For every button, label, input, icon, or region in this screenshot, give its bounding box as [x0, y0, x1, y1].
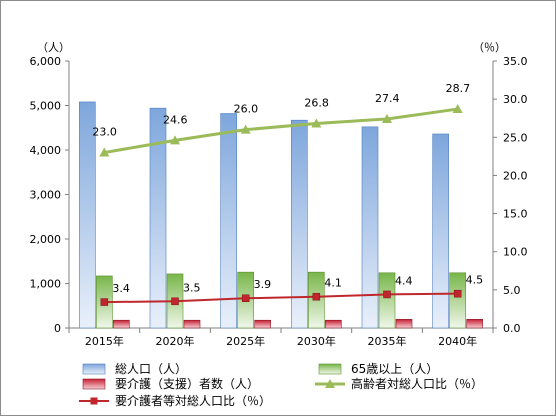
- bar-3: [325, 319, 342, 329]
- right-tick-label: 5.0: [503, 284, 521, 297]
- data-label: 23.0: [92, 126, 117, 139]
- bar-2: [449, 272, 466, 329]
- data-label: 26.8: [304, 97, 329, 110]
- legend-label: 要介護者等対総人口比（％）: [115, 393, 271, 408]
- triangle-marker: [170, 135, 180, 145]
- square-marker: [453, 289, 462, 298]
- data-label: 4.5: [466, 274, 484, 287]
- data-label: 4.4: [395, 274, 413, 287]
- x-tick-label: 2015年: [85, 334, 124, 348]
- right-tick-label: 10.0: [503, 246, 528, 259]
- left-tick-label: 0: [54, 322, 61, 335]
- legend-swatch: [82, 363, 106, 375]
- x-tick-label: 2040年: [438, 334, 477, 348]
- bar-1: [291, 119, 308, 329]
- data-label: 3.9: [254, 278, 272, 291]
- right-tick-label: 25.0: [503, 131, 528, 144]
- bar-1: [79, 101, 96, 329]
- square-marker: [383, 290, 391, 299]
- triangle-marker: [311, 118, 322, 128]
- legend-label: 要介護（支援）者数（人）: [115, 376, 259, 391]
- bar-3: [466, 319, 483, 329]
- bar-1: [220, 113, 237, 329]
- left-tick-label: 1,000: [30, 278, 62, 291]
- bar-2: [378, 272, 396, 329]
- square-marker: [312, 292, 321, 301]
- x-tick-label: 2020年: [156, 334, 195, 348]
- right-axis-unit: （％）: [473, 41, 506, 54]
- data-label: 3.5: [183, 281, 201, 294]
- right-tick-label: 30.0: [503, 93, 528, 106]
- right-tick-label: 20.0: [503, 169, 528, 182]
- right-tick-label: 35.0: [503, 55, 528, 68]
- legend-triangle-marker: [325, 379, 335, 388]
- data-label: 24.6: [163, 113, 188, 126]
- bar-1: [361, 126, 379, 329]
- data-label: 4.1: [324, 277, 342, 290]
- legend-label: 高齢者対総人口比（％）: [351, 376, 483, 391]
- triangle-marker: [382, 113, 392, 123]
- square-marker: [241, 294, 250, 302]
- right-tick-label: 0.0: [503, 322, 521, 335]
- bar-1: [149, 107, 167, 329]
- data-label: 27.4: [375, 92, 400, 105]
- square-marker: [171, 297, 179, 306]
- legend-square-marker: [90, 397, 98, 405]
- right-tick-label: 15.0: [503, 208, 528, 221]
- x-tick-label: 2025年: [226, 334, 265, 348]
- left-axis-unit: （人）: [37, 41, 70, 54]
- x-tick-label: 2030年: [297, 334, 336, 348]
- triangle-marker: [452, 104, 463, 114]
- left-tick-label: 3,000: [30, 189, 62, 202]
- left-tick-label: 5,000: [30, 100, 62, 113]
- bar-3: [113, 319, 130, 329]
- legend-swatch: [82, 378, 106, 390]
- bar-1: [432, 133, 449, 329]
- legend-label: 65歳以上（人）: [351, 362, 438, 376]
- bar-3: [254, 319, 271, 329]
- bar-3: [183, 319, 201, 329]
- data-label: 3.4: [112, 282, 130, 295]
- line-series-2: [104, 292, 458, 304]
- left-tick-label: 4,000: [30, 144, 62, 157]
- left-tick-label: 6,000: [30, 55, 62, 68]
- legend-label: 総人口（人）: [115, 362, 187, 376]
- line-series-1: [104, 107, 458, 155]
- legend-swatch: [318, 363, 342, 375]
- left-tick-label: 2,000: [30, 233, 62, 246]
- bar-3: [395, 319, 413, 329]
- triangle-marker: [99, 147, 110, 157]
- data-label: 28.7: [446, 82, 471, 95]
- square-marker: [100, 298, 109, 306]
- triangle-marker: [240, 124, 251, 134]
- x-tick-label: 2035年: [368, 334, 407, 348]
- data-label: 26.0: [234, 103, 259, 116]
